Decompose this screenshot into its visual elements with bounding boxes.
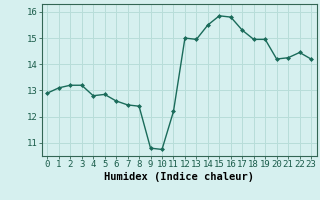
X-axis label: Humidex (Indice chaleur): Humidex (Indice chaleur)	[104, 172, 254, 182]
